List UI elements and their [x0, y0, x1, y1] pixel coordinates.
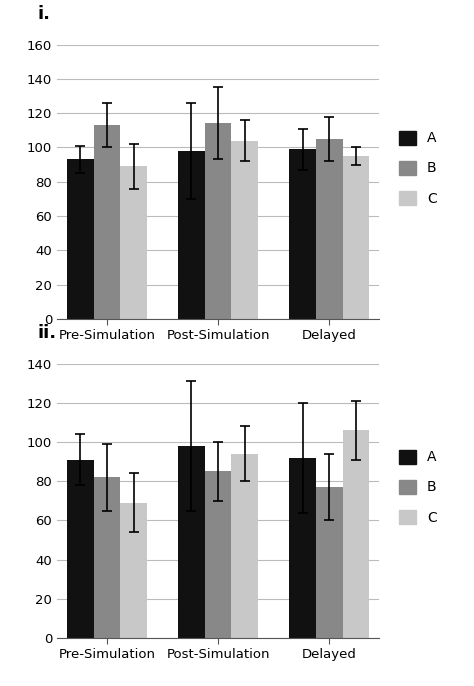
Legend: A, B, C: A, B, C [399, 449, 437, 525]
Bar [67, 159, 93, 319]
Bar [231, 453, 258, 638]
Bar [316, 139, 343, 319]
Legend: A, B, C: A, B, C [399, 130, 437, 206]
Bar [231, 141, 258, 319]
Bar [178, 446, 205, 638]
Bar [93, 125, 120, 319]
Bar [120, 166, 147, 319]
Bar [205, 471, 231, 638]
Bar [289, 458, 316, 638]
Bar [343, 156, 369, 319]
Bar [205, 123, 231, 319]
Bar [120, 503, 147, 638]
Bar [316, 487, 343, 638]
Bar [178, 151, 205, 319]
Bar [289, 149, 316, 319]
Bar [93, 477, 120, 638]
Text: i.: i. [37, 5, 51, 23]
Bar [67, 460, 93, 638]
Bar [343, 430, 369, 638]
Text: ii.: ii. [37, 324, 57, 342]
